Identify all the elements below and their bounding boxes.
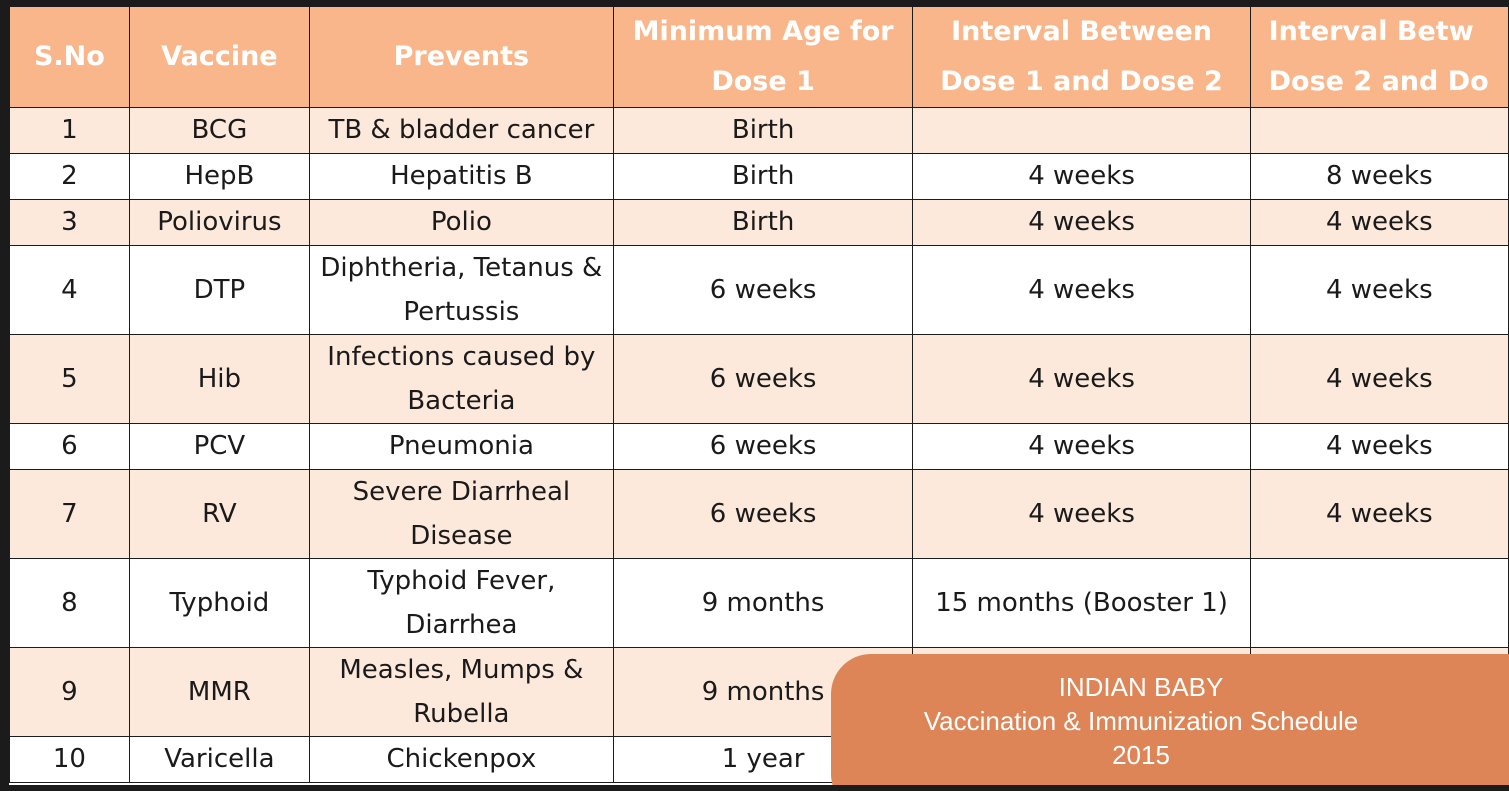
cell-prevents: Typhoid Fever, Diarrhea: [308, 558, 614, 648]
table-row: 6 PCV Pneumonia 6 weeks 4 weeks 4 weeks: [9, 423, 1509, 470]
cell-interval-1-2: 4 weeks: [912, 199, 1251, 246]
cell-prevents: Polio: [308, 199, 614, 246]
cell-interval-2-3: [1249, 558, 1509, 648]
cell-prevents: Diphtheria, Tetanus & Pertussis: [308, 245, 614, 335]
cell-min-age: 6 weeks: [612, 245, 914, 335]
header-min-age: Minimum Age for Dose 1: [612, 6, 914, 108]
cell-vaccine: Varicella: [128, 736, 310, 783]
header-interval-2-3: Interval Betw Dose 2 and Do: [1249, 6, 1509, 108]
cell-interval-1-2: 4 weeks: [912, 469, 1251, 559]
cell-interval-2-3: 4 weeks: [1249, 199, 1509, 246]
cell-min-age: 6 weeks: [612, 423, 914, 470]
cell-sno: 9: [9, 647, 130, 737]
cell-sno: 6: [9, 423, 130, 470]
cell-sno: 4: [9, 245, 130, 335]
cell-sno: 7: [9, 469, 130, 559]
cell-interval-2-3: 8 weeks: [1249, 153, 1509, 200]
cell-prevents: Severe Diarrheal Disease: [308, 469, 614, 559]
cell-vaccine: MMR: [128, 647, 310, 737]
header-interval-2-3-line1: Interval Betw: [1268, 16, 1474, 47]
table-row: 2 HepB Hepatitis B Birth 4 weeks 8 weeks: [9, 153, 1509, 200]
cell-prevents: TB & bladder cancer: [308, 107, 614, 154]
vaccination-sheet: S.No Vaccine Prevents Minimum Age for Do…: [9, 6, 1509, 785]
banner-line-3: 2015: [1112, 740, 1170, 770]
table-row: 4 DTP Diphtheria, Tetanus & Pertussis 6 …: [9, 245, 1509, 335]
header-min-age-line2: Dose 1: [711, 66, 815, 97]
cell-sno: 1: [9, 107, 130, 154]
header-min-age-line1: Minimum Age for: [632, 16, 894, 47]
cell-interval-2-3: 4 weeks: [1249, 334, 1509, 424]
cell-interval-2-3: 4 weeks: [1249, 423, 1509, 470]
cell-vaccine: Poliovirus: [128, 199, 310, 246]
banner-line-2: Vaccination & Immunization Schedule: [923, 706, 1359, 736]
table-row: 3 Poliovirus Polio Birth 4 weeks 4 weeks: [9, 199, 1509, 246]
cell-interval-2-3: [1249, 107, 1509, 154]
table-row: 5 Hib Infections caused by Bacteria 6 we…: [9, 334, 1509, 424]
cell-interval-1-2: 15 months (Booster 1): [912, 558, 1251, 648]
header-vaccine: Vaccine: [128, 6, 310, 108]
cell-min-age: 9 months: [612, 558, 914, 648]
cell-interval-2-3: 4 weeks: [1249, 245, 1509, 335]
cell-prevents: Infections caused by Bacteria: [308, 334, 614, 424]
cell-prevents: Pneumonia: [308, 423, 614, 470]
cell-interval-2-3: 4 weeks: [1249, 469, 1509, 559]
header-interval-1-2: Interval Between Dose 1 and Dose 2: [912, 6, 1251, 108]
title-banner: INDIAN BABY Vaccination & Immunization S…: [831, 654, 1509, 785]
cell-min-age: 6 weeks: [612, 334, 914, 424]
cell-vaccine: RV: [128, 469, 310, 559]
cell-min-age: Birth: [612, 107, 914, 154]
cell-sno: 2: [9, 153, 130, 200]
cell-interval-1-2: 4 weeks: [912, 153, 1251, 200]
cell-vaccine: HepB: [128, 153, 310, 200]
cell-prevents: Hepatitis B: [308, 153, 614, 200]
cell-min-age: Birth: [612, 199, 914, 246]
cell-vaccine: Typhoid: [128, 558, 310, 648]
cell-sno: 3: [9, 199, 130, 246]
header-row: S.No Vaccine Prevents Minimum Age for Do…: [9, 6, 1509, 108]
cell-interval-1-2: 4 weeks: [912, 334, 1251, 424]
table-row: 8 Typhoid Typhoid Fever, Diarrhea 9 mont…: [9, 558, 1509, 648]
cell-interval-1-2: 4 weeks: [912, 245, 1251, 335]
cell-vaccine: DTP: [128, 245, 310, 335]
cell-min-age: Birth: [612, 153, 914, 200]
header-interval-1-2-line1: Interval Between: [951, 16, 1212, 47]
cell-vaccine: BCG: [128, 107, 310, 154]
cell-prevents: Measles, Mumps & Rubella: [308, 647, 614, 737]
header-interval-1-2-line2: Dose 1 and Dose 2: [940, 66, 1223, 97]
header-prevents: Prevents: [308, 6, 614, 108]
cell-vaccine: PCV: [128, 423, 310, 470]
cell-sno: 8: [9, 558, 130, 648]
cell-interval-1-2: [912, 107, 1251, 154]
table-row: 7 RV Severe Diarrheal Disease 6 weeks 4 …: [9, 469, 1509, 559]
cell-sno: 5: [9, 334, 130, 424]
cell-vaccine: Hib: [128, 334, 310, 424]
banner-line-1: INDIAN BABY: [1058, 672, 1224, 702]
cell-sno: 10: [9, 736, 130, 783]
header-interval-2-3-line2: Dose 2 and Do: [1268, 66, 1489, 97]
cell-prevents: Chickenpox: [308, 736, 614, 783]
cell-min-age: 6 weeks: [612, 469, 914, 559]
cell-interval-1-2: 4 weeks: [912, 423, 1251, 470]
header-sno: S.No: [9, 6, 130, 108]
table-row: 1 BCG TB & bladder cancer Birth: [9, 107, 1509, 154]
